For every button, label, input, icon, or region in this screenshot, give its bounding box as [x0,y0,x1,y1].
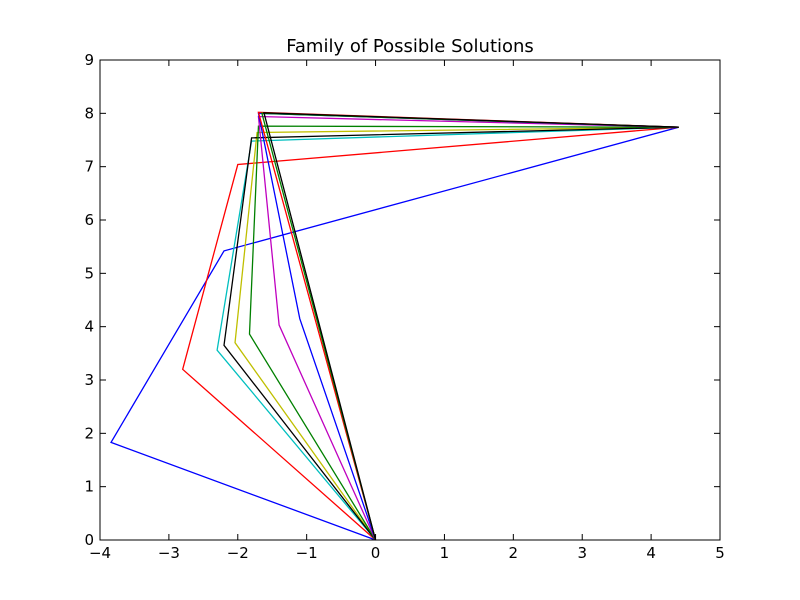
y-tick-label: 6 [84,211,94,229]
x-tick-label: 4 [646,544,656,562]
y-tick-label: 5 [84,264,94,282]
plot-frame [99,59,721,541]
series-line-1 [110,126,679,541]
x-tick-label: 1 [440,544,450,562]
chart-title: Family of Possible Solutions [286,36,534,57]
ticks-layer: −4 −3 −2 −1 0 1 2 3 4 5 0 1 2 3 4 5 6 7 8 9 [84,51,724,562]
y-tick-label: 4 [84,318,94,336]
x-tick-label: 0 [371,544,381,562]
x-tick-label: 5 [715,544,725,562]
x-tick-label: 2 [509,544,519,562]
series-line-3 [216,126,679,541]
y-tick-label: 7 [84,158,94,176]
series-line-7 [257,115,679,541]
y-tick-label: 2 [84,424,94,442]
x-tick-label: 3 [577,544,587,562]
series-line-2 [181,126,679,541]
series-line-6 [248,125,679,541]
y-tick-label: 9 [84,51,94,69]
series-line-5 [223,126,679,541]
y-tick-label: 1 [84,478,94,496]
y-tick-label: 8 [84,104,94,122]
y-tick-label: 3 [84,371,94,389]
x-tick-label: −4 [89,544,111,562]
series-line-10 [261,112,679,541]
x-tick-label: −2 [227,544,249,562]
series-line-11 [263,112,679,541]
x-tick-label: −3 [158,544,180,562]
y-tick-label: 0 [84,531,94,549]
series-line-4 [234,126,679,541]
series-layer [110,111,679,541]
x-tick-label: −1 [296,544,318,562]
